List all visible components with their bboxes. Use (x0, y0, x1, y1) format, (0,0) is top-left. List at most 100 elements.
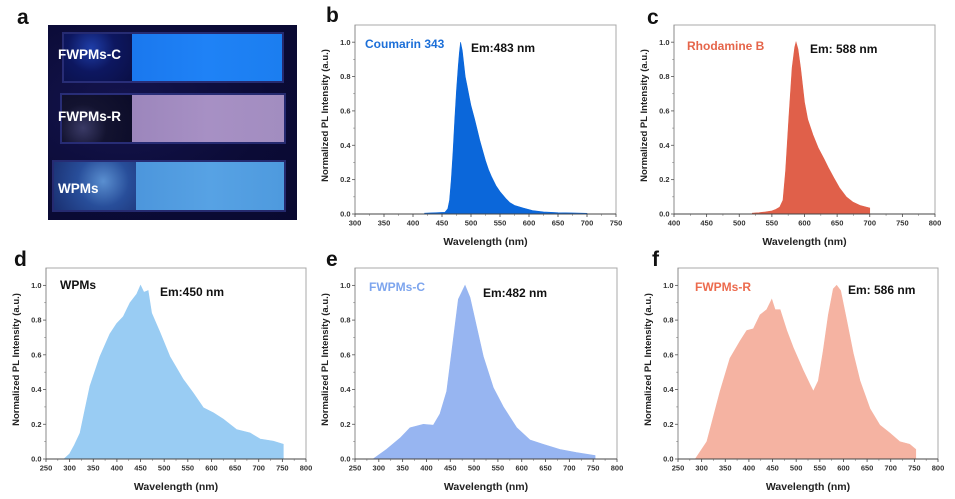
x-tick-label: 650 (539, 464, 552, 473)
panel-letter-f: f (652, 248, 659, 271)
x-tick-label: 700 (563, 464, 576, 473)
y-tick-label: 0.2 (340, 420, 350, 429)
x-tick-label: 500 (790, 464, 803, 473)
sample-label-rhodamine-b: Rhodamine B (687, 39, 765, 53)
y-tick-label: 0.8 (659, 72, 669, 81)
y-tick-label: 0.4 (340, 385, 351, 394)
x-tick-label: 350 (378, 219, 391, 228)
x-tick-label: 450 (436, 219, 449, 228)
y-tick-label: 0.6 (340, 107, 350, 116)
x-tick-label: 600 (205, 464, 218, 473)
y-tick-label: 0.0 (31, 455, 41, 464)
y-tick-label: 0.8 (340, 72, 350, 81)
x-axis-title: Wavelength (nm) (443, 236, 527, 248)
y-tick-label: 0.6 (31, 350, 41, 359)
emission-label-c: Em: 588 nm (810, 42, 878, 56)
x-tick-label: 700 (581, 219, 594, 228)
y-tick-label: 0.0 (663, 455, 673, 464)
y-tick-label: 0.4 (340, 141, 351, 150)
film-unlit-region (64, 34, 132, 81)
x-tick-label: 250 (349, 464, 362, 473)
x-axis-title: Wavelength (nm) (762, 236, 846, 248)
x-tick-label: 750 (610, 219, 623, 228)
y-tick-label: 1.0 (340, 281, 350, 290)
x-tick-label: 600 (523, 219, 536, 228)
x-tick-label: 450 (700, 219, 713, 228)
y-tick-label: 1.0 (659, 38, 669, 47)
chart-fwpms-r: 0.0 0.2 0.4 0.6 0.8 1.0 250 300 350 400 450 500 550 6… (643, 267, 945, 493)
y-tick-label: 0.6 (659, 107, 669, 116)
x-tick-label: 550 (182, 464, 195, 473)
y-axis-title: Normalized PL Intensity (a.u.) (639, 49, 650, 182)
x-tick-label: 800 (611, 464, 624, 473)
y-tick-label: 0.0 (340, 455, 350, 464)
x-tick-label: 550 (766, 219, 779, 228)
y-tick-label: 1.0 (663, 281, 673, 290)
y-axis-title: Normalized PL Intensity (a.u.) (643, 293, 654, 426)
x-tick-label: 450 (134, 464, 147, 473)
x-tick-label: 500 (468, 464, 481, 473)
y-tick-label: 0.2 (663, 420, 673, 429)
emission-label-b: Em:483 nm (471, 41, 536, 55)
x-tick-label: 800 (932, 464, 945, 473)
x-tick-label: 400 (668, 219, 681, 228)
x-tick-label: 650 (861, 464, 874, 473)
uv-photo: FWPMs-C FWPMs-R WPMs (48, 25, 297, 220)
film-unlit-region (54, 162, 136, 210)
y-tick-label: 0.2 (340, 175, 350, 184)
x-tick-label: 750 (908, 464, 921, 473)
x-tick-label: 800 (300, 464, 313, 473)
film-glow-region (136, 162, 284, 210)
x-tick-label: 500 (733, 219, 746, 228)
x-tick-label: 700 (884, 464, 897, 473)
x-tick-label: 350 (396, 464, 409, 473)
x-tick-label: 650 (831, 219, 844, 228)
panel-letter-d: d (14, 248, 27, 271)
x-tick-label: 550 (494, 219, 507, 228)
y-tick-label: 1.0 (31, 281, 41, 290)
x-tick-label: 300 (373, 464, 386, 473)
photo-label-wpms: WPMs (58, 181, 99, 196)
x-tick-label: 800 (929, 219, 942, 228)
x-tick-label: 700 (863, 219, 876, 228)
y-tick-label: 0.4 (31, 385, 42, 394)
sample-label-coumarin-343: Coumarin 343 (365, 37, 445, 51)
x-axis-title: Wavelength (nm) (444, 481, 528, 493)
x-tick-label: 750 (276, 464, 289, 473)
y-tick-label: 0.4 (663, 385, 674, 394)
emission-label-e: Em:482 nm (483, 286, 548, 300)
x-tick-label: 650 (552, 219, 565, 228)
photo-label-fwpms-r: FWPMs-R (58, 109, 121, 124)
chart-rhodamine-b: 0.0 0.2 0.4 0.6 0.8 1.0 400 450 500 550 600 650 700 7… (639, 24, 942, 248)
panel-letter-b: b (326, 4, 339, 27)
x-tick-label: 400 (420, 464, 433, 473)
x-tick-label: 500 (465, 219, 478, 228)
y-tick-label: 1.0 (340, 38, 350, 47)
x-axis-title: Wavelength (nm) (134, 481, 218, 493)
sample-label-wpms: WPMs (60, 278, 96, 292)
x-tick-label: 550 (814, 464, 827, 473)
y-tick-label: 0.6 (340, 350, 350, 359)
chart-fwpms-c: 0.0 0.2 0.4 0.6 0.8 1.0 250 300 350 400 450 500 550 6… (320, 267, 624, 493)
y-tick-label: 0.8 (340, 316, 350, 325)
film-fwpms-r (60, 93, 286, 144)
panel-letter-c: c (647, 6, 659, 29)
x-tick-label: 400 (111, 464, 124, 473)
spectrum-area (372, 284, 596, 460)
film-unlit-region (62, 95, 132, 142)
emission-label-d: Em:450 nm (160, 285, 225, 299)
x-tick-label: 350 (719, 464, 732, 473)
x-tick-label: 400 (407, 219, 420, 228)
x-tick-label: 450 (766, 464, 779, 473)
y-tick-label: 0.0 (340, 210, 350, 219)
x-tick-label: 400 (743, 464, 756, 473)
x-tick-label: 300 (695, 464, 708, 473)
chart-wpms: 0.0 0.2 0.4 0.6 0.8 1.0 250 300 350 400 450 500 550 6… (11, 267, 313, 493)
y-tick-label: 0.2 (659, 175, 669, 184)
photo-label-fwpms-c: FWPMs-C (58, 47, 121, 62)
panel-letter-e: e (326, 248, 338, 271)
x-tick-label: 250 (672, 464, 685, 473)
x-tick-label: 750 (587, 464, 600, 473)
x-tick-label: 650 (229, 464, 242, 473)
film-glow-region (132, 95, 284, 142)
